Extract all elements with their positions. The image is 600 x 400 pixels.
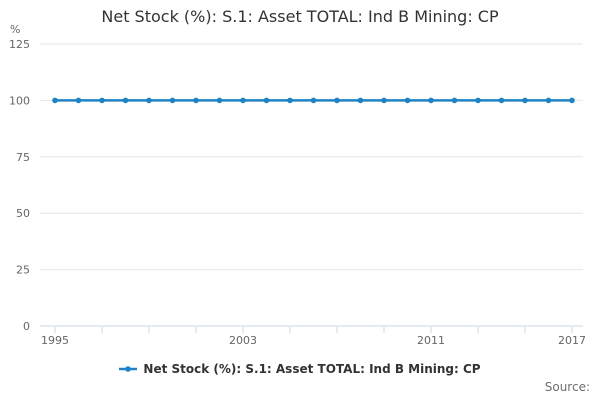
data-point-marker[interactable] — [569, 97, 575, 104]
data-point-marker[interactable] — [240, 97, 246, 104]
y-axis-tick-label: 50 — [16, 207, 30, 220]
data-point-marker[interactable] — [122, 97, 129, 104]
x-axis-tick-label: 2003 — [229, 334, 257, 347]
data-point-marker[interactable] — [475, 97, 481, 104]
data-point-marker[interactable] — [381, 97, 387, 104]
y-axis-tick-label: 100 — [9, 94, 30, 107]
y-axis-tick-label: 25 — [16, 264, 30, 277]
data-point-marker[interactable] — [99, 97, 105, 104]
data-point-marker[interactable] — [451, 97, 458, 104]
data-point-marker[interactable] — [428, 97, 434, 104]
x-axis-tick-label: 2017 — [558, 334, 586, 347]
legend-item[interactable]: Net Stock (%): S.1: Asset TOTAL: Ind B M… — [0, 361, 600, 377]
data-point-marker[interactable] — [404, 97, 411, 104]
data-point-marker[interactable] — [75, 97, 82, 104]
x-axis-tick-label: 1995 — [41, 334, 69, 347]
data-point-marker[interactable] — [146, 97, 152, 104]
data-point-marker[interactable] — [498, 97, 505, 104]
legend-line-marker-icon — [119, 366, 138, 372]
x-axis-tick-label: 2011 — [417, 334, 445, 347]
data-point-marker[interactable] — [310, 97, 317, 104]
data-point-marker[interactable] — [334, 97, 340, 104]
y-axis-tick-label: 75 — [16, 151, 30, 164]
data-point-marker[interactable] — [545, 97, 552, 104]
y-axis-unit-label: % — [10, 23, 20, 36]
data-point-marker[interactable] — [522, 97, 528, 104]
data-point-marker[interactable] — [193, 97, 199, 104]
data-point-marker[interactable] — [216, 97, 223, 104]
legend-label: Net Stock (%): S.1: Asset TOTAL: Ind B M… — [143, 362, 481, 376]
source-note: Source: — [544, 380, 590, 394]
chart-title: Net Stock (%): S.1: Asset TOTAL: Ind B M… — [101, 7, 499, 26]
y-axis-tick-label: 125 — [9, 38, 30, 51]
data-point-marker[interactable] — [52, 97, 58, 104]
y-axis-tick-label: 0 — [23, 320, 30, 333]
data-point-marker[interactable] — [169, 97, 176, 104]
data-point-marker[interactable] — [357, 97, 364, 104]
data-point-marker[interactable] — [263, 97, 270, 104]
data-point-marker[interactable] — [287, 97, 293, 104]
